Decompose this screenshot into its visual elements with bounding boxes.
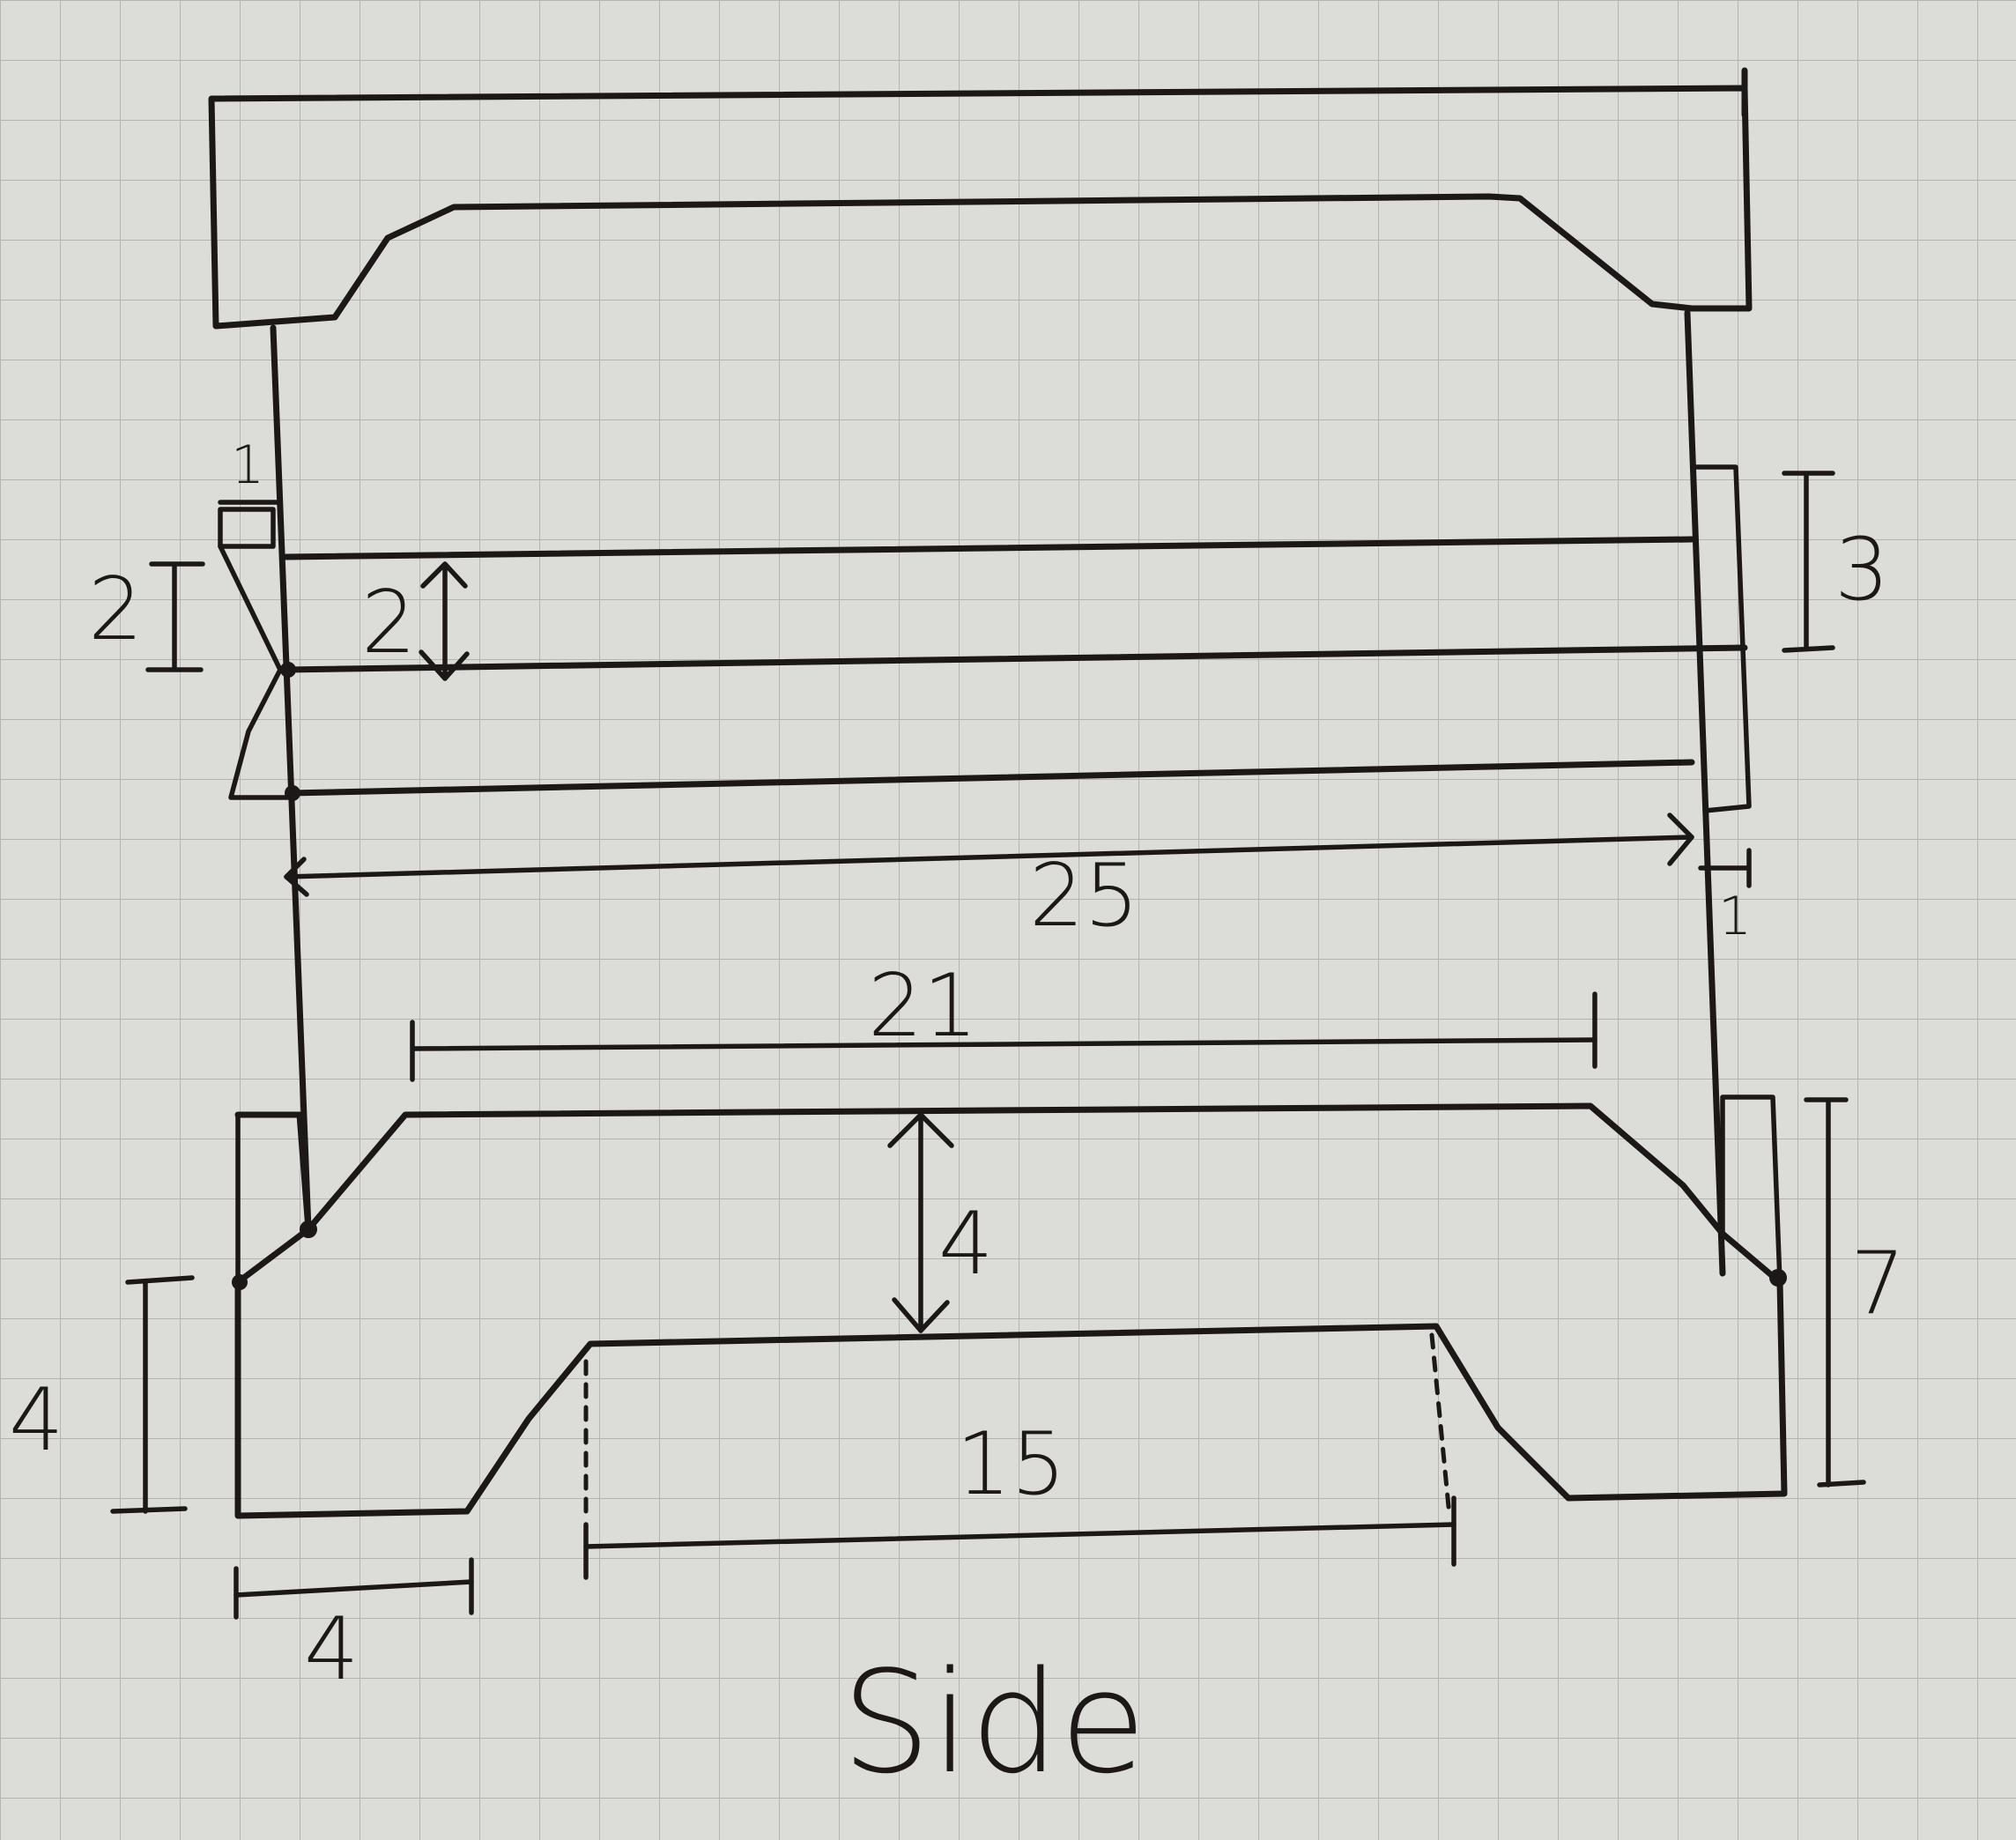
label-left-side-4: 4 (9, 1370, 63, 1471)
label-inner-gap-2: 2 (361, 573, 416, 673)
joint-dot (1769, 1269, 1787, 1287)
joint-dot (232, 1274, 248, 1290)
label-upper-span-21: 21 (868, 956, 978, 1057)
dashed-guides (583, 1332, 1452, 1518)
top-frame (208, 67, 1753, 330)
label-right-side-7: 7 (1850, 1234, 1905, 1334)
dim-inner-gap (419, 561, 470, 681)
right-plate (1694, 464, 1752, 813)
label-depth-4: 4 (938, 1194, 993, 1295)
dim-right-small-height (1782, 471, 1835, 653)
dim-15-line (583, 1495, 1456, 1580)
dim-left-small-height (145, 561, 205, 672)
dim-1-right (1698, 848, 1752, 888)
label-right-offset-1: 1 (1718, 886, 1752, 947)
dim-left-height (110, 1275, 195, 1514)
label-right-height-3: 3 (1834, 520, 1889, 620)
label-notch-1: 1 (231, 434, 264, 496)
left-wedge-bracket (218, 500, 292, 800)
dim-right-height (1804, 1097, 1866, 1488)
view-caption: Side (841, 1640, 1146, 1805)
lower-frame (232, 1094, 1788, 1519)
label-bottom-span-15: 15 (956, 1414, 1066, 1515)
label-left-height-2: 2 (88, 560, 143, 660)
dim-21-line (410, 991, 1597, 1082)
joint-dot (280, 662, 296, 678)
dim-foot-width (233, 1557, 474, 1620)
label-foot-width-4: 4 (304, 1599, 359, 1700)
label-top-width-25: 25 (1029, 846, 1139, 946)
side-walls (270, 309, 1726, 1277)
dim-depth-arrow (887, 1112, 954, 1333)
joint-dot (300, 1220, 317, 1238)
dim-25-arrow (284, 812, 1694, 897)
slats (280, 536, 1748, 801)
